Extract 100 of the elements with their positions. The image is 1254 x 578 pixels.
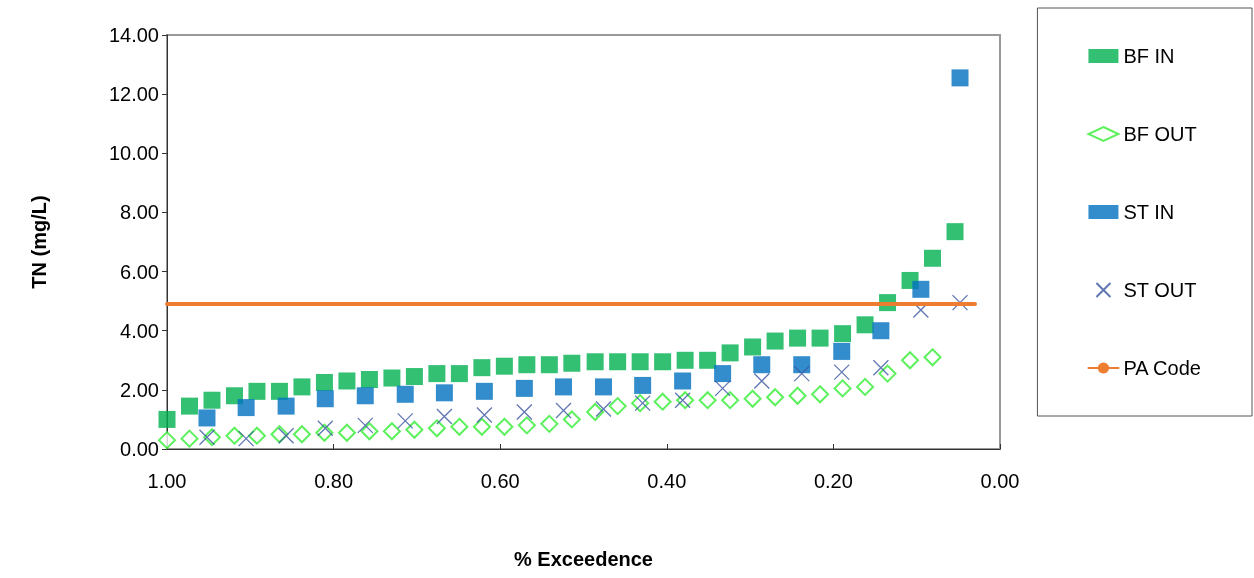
point	[721, 391, 740, 410]
y-tick-label: 8.00	[120, 201, 159, 224]
point	[293, 378, 311, 396]
point	[912, 280, 930, 298]
point	[356, 387, 374, 405]
point	[608, 397, 627, 416]
y-tick-label: 14.00	[108, 24, 159, 46]
y-tick-label: 2.00	[120, 378, 159, 401]
point	[721, 344, 739, 362]
point	[654, 353, 672, 371]
point	[555, 402, 572, 419]
point	[396, 385, 414, 403]
point	[540, 356, 558, 374]
point	[475, 382, 493, 400]
point	[277, 397, 295, 415]
point	[495, 417, 514, 436]
point	[180, 429, 199, 448]
point	[923, 348, 942, 367]
point	[951, 69, 969, 87]
point	[555, 378, 573, 396]
point	[405, 368, 423, 386]
point	[753, 356, 771, 374]
point	[674, 392, 691, 409]
point	[198, 429, 216, 446]
point	[476, 406, 493, 424]
point	[856, 316, 874, 334]
point	[811, 329, 829, 347]
point	[382, 422, 401, 441]
point	[789, 329, 807, 347]
point	[315, 373, 333, 391]
point	[316, 390, 334, 408]
point	[427, 419, 446, 438]
point	[674, 372, 692, 390]
y-tick-label: 10.00	[108, 142, 159, 165]
point	[788, 386, 807, 405]
point	[595, 400, 612, 418]
legend-label: ST IN	[1123, 201, 1175, 223]
point	[357, 417, 374, 434]
point	[594, 378, 612, 396]
point	[317, 420, 334, 437]
x-tick-label: 1.00	[147, 470, 187, 492]
point	[518, 356, 536, 374]
point	[450, 365, 468, 383]
point	[833, 379, 852, 398]
x-axis-title: % Exceedence	[514, 548, 653, 570]
point	[872, 322, 890, 340]
point	[277, 427, 295, 444]
point	[540, 414, 559, 433]
point	[225, 426, 244, 445]
legend-label: ST OUT	[1123, 279, 1197, 301]
point	[753, 372, 770, 390]
point	[714, 380, 731, 397]
point	[586, 403, 605, 422]
point	[714, 365, 732, 383]
point	[924, 249, 942, 267]
point	[472, 417, 491, 436]
point	[198, 409, 216, 427]
point	[563, 354, 581, 372]
point	[405, 420, 424, 439]
y-tick-label: 0.00	[120, 438, 159, 460]
point	[203, 391, 221, 409]
legend-label: PA Code	[1123, 357, 1201, 379]
point	[743, 389, 762, 408]
point	[180, 397, 198, 415]
point	[383, 369, 401, 387]
point	[158, 410, 176, 428]
x-tick-label: 0.80	[314, 470, 354, 492]
point	[766, 332, 784, 350]
point	[516, 403, 533, 421]
point	[435, 384, 453, 402]
point	[901, 351, 920, 370]
point	[586, 353, 604, 371]
point	[517, 416, 536, 435]
point	[158, 431, 176, 450]
point	[793, 365, 810, 382]
legend-label: BF IN	[1123, 45, 1175, 67]
point	[609, 353, 627, 371]
point	[247, 426, 266, 445]
point	[744, 338, 762, 356]
point	[872, 359, 890, 376]
y-tick-label: 4.00	[120, 319, 159, 342]
point	[634, 376, 652, 394]
x-tick-label: 0.00	[980, 470, 1020, 492]
y-axis-title: TN (mg/L)	[28, 195, 50, 289]
point	[951, 294, 969, 311]
point	[699, 351, 717, 369]
point	[450, 417, 469, 436]
point	[237, 430, 255, 447]
point	[793, 356, 811, 374]
point	[292, 425, 311, 444]
point	[698, 391, 717, 410]
point	[834, 325, 852, 343]
point	[653, 392, 672, 411]
point	[833, 363, 850, 381]
point	[515, 379, 533, 397]
point	[397, 412, 414, 430]
y-tick-label: 6.00	[120, 260, 159, 283]
point	[811, 385, 830, 404]
point	[248, 382, 266, 400]
point	[225, 387, 243, 405]
